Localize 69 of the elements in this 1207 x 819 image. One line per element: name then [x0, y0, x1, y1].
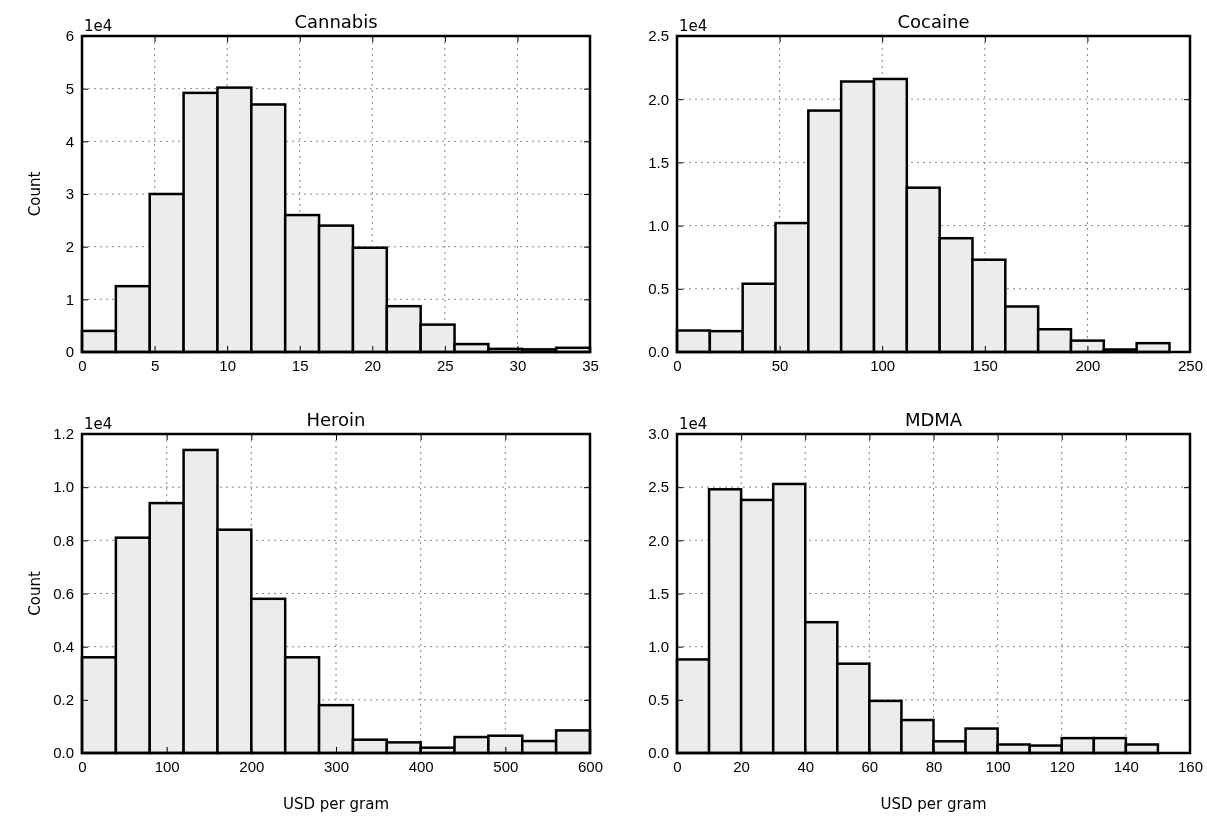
x-tick-label: 20 [364, 356, 382, 374]
text: 1e4 [84, 415, 113, 433]
y-tick-label: 6 [65, 27, 74, 45]
y-tick-label: 0.0 [648, 343, 669, 361]
y-tick-label: 0.8 [53, 531, 74, 549]
x-tick-label: 50 [771, 356, 789, 374]
y-tick-label: 1.0 [53, 478, 74, 496]
y-tick-label: 0.0 [53, 744, 74, 762]
x-tick-label: 100 [154, 757, 180, 775]
y-tick-label: 4 [65, 132, 74, 150]
y-tick-label: 2.0 [648, 90, 669, 108]
x-tick-label: 80 [925, 757, 943, 775]
y-tick-label: 0.6 [53, 584, 74, 602]
x-tick-label: 40 [797, 757, 815, 775]
x-tick-label: 200 [1075, 356, 1101, 374]
x-tick-label: 120 [1049, 757, 1075, 775]
y-tick-label: 1.5 [648, 584, 669, 602]
x-tick-label: 15 [291, 356, 309, 374]
y-tick-label: 0.0 [648, 744, 669, 762]
y-tick-label: 0.5 [648, 691, 669, 709]
x-tick-label: 0 [673, 757, 682, 775]
y-tick-label: 2.0 [648, 531, 669, 549]
x-axis-title: USD per gram [283, 795, 389, 813]
text: 1e4 [679, 415, 708, 433]
x-tick-label: 150 [972, 356, 998, 374]
x-tick-label: 300 [323, 757, 350, 775]
x-tick-label: 600 [577, 757, 604, 775]
y-tick-label: 2 [65, 237, 74, 255]
x-tick-label: 25 [437, 356, 454, 374]
y-tick-label: 0 [65, 343, 74, 361]
x-tick-label: 100 [870, 356, 896, 374]
x-tick-label: 200 [239, 757, 265, 775]
y-tick-label: 0.2 [53, 691, 74, 709]
x-tick-label: 140 [1113, 757, 1139, 775]
y-tick-label: 2.5 [648, 27, 669, 45]
y-tick-label: 3 [65, 185, 74, 203]
chart-title: MDMA [904, 409, 963, 430]
x-tick-label: 500 [493, 757, 519, 775]
y-tick-label: 2.5 [648, 478, 669, 496]
y-tick-label: 3.0 [648, 425, 669, 443]
x-tick-label: 0 [78, 757, 87, 775]
y-tick-label: 1.2 [53, 425, 74, 443]
x-tick-label: 100 [985, 757, 1011, 775]
y-axis-title: Count [26, 571, 44, 616]
x-tick-label: 0 [673, 356, 682, 374]
chart-title: Cocaine [897, 11, 970, 32]
x-tick-label: 10 [219, 356, 236, 374]
x-tick-label: 160 [1177, 757, 1204, 775]
y-tick-label: 1.0 [648, 216, 669, 234]
y-tick-label: 1.0 [648, 637, 669, 655]
y-tick-label: 0.4 [53, 637, 74, 655]
x-tick-label: 35 [582, 356, 599, 374]
x-tick-label: 20 [733, 757, 750, 775]
y-axis-title: Count [26, 171, 44, 217]
y-tick-label: 1.5 [648, 153, 669, 171]
x-tick-label: 30 [509, 356, 527, 374]
x-axis-title: USD per gram [880, 795, 987, 813]
y-tick-label: 1 [65, 290, 74, 308]
y-tick-label: 0.5 [648, 280, 669, 298]
x-tick-label: 400 [408, 757, 434, 775]
chart-title: Cannabis [294, 11, 378, 32]
text: 1e4 [84, 17, 113, 35]
x-tick-label: 5 [150, 356, 160, 374]
chart-title: Heroin [306, 409, 366, 430]
x-tick-label: 250 [1177, 356, 1204, 374]
x-tick-label: 60 [861, 757, 879, 775]
x-tick-label: 0 [78, 356, 87, 374]
text: 1e4 [679, 17, 708, 35]
y-tick-label: 5 [65, 79, 74, 97]
